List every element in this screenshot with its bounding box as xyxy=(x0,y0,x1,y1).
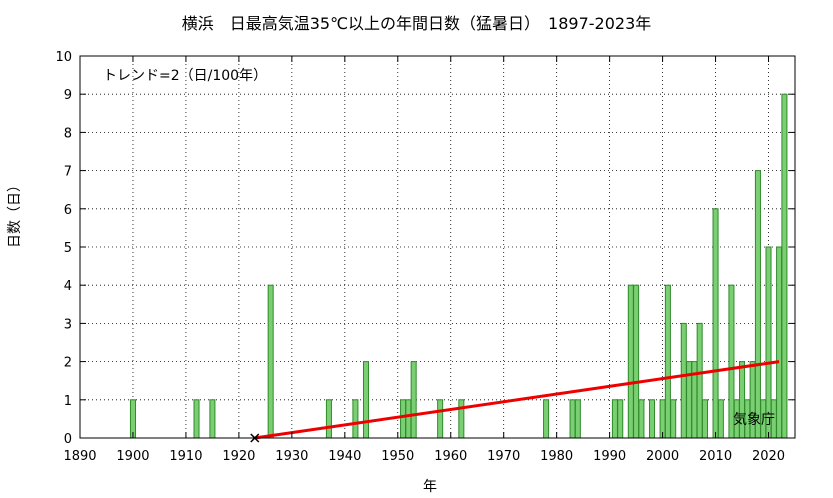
bar-1992 xyxy=(617,399,624,439)
bar-1983 xyxy=(569,399,576,439)
bar-2002 xyxy=(670,399,677,439)
bar-2011 xyxy=(717,399,724,439)
y-tick-label: 2 xyxy=(64,356,72,371)
bar-1984 xyxy=(574,399,581,439)
y-tick-label: 8 xyxy=(64,126,72,141)
x-tick-label: 1960 xyxy=(434,449,467,464)
y-tick-label: 1 xyxy=(64,394,72,409)
y-tick-label: 9 xyxy=(64,88,72,103)
bar-2018 xyxy=(754,170,761,439)
bar-1962 xyxy=(458,399,465,439)
y-tick-label: 7 xyxy=(64,165,72,180)
bar-1991 xyxy=(611,399,618,439)
y-tick-label: 4 xyxy=(64,279,72,294)
bar-1937 xyxy=(325,399,332,439)
x-tick-label: 1900 xyxy=(116,449,149,464)
bar-1998 xyxy=(648,399,656,439)
bar-2008 xyxy=(701,399,708,439)
bar-1912 xyxy=(193,399,200,439)
x-tick-label: 2010 xyxy=(699,449,732,464)
y-tick-label: 10 xyxy=(55,50,72,65)
bar-1942 xyxy=(352,399,359,439)
x-tick-label: 1930 xyxy=(275,449,308,464)
bar-2023 xyxy=(781,93,788,439)
bar-1951 xyxy=(400,399,407,439)
bar-2010 xyxy=(712,208,719,439)
credit-label: 気象庁 xyxy=(733,412,775,428)
x-tick-label: 1920 xyxy=(222,449,255,464)
bar-2001 xyxy=(664,284,671,439)
x-tick-label: 2000 xyxy=(646,449,679,464)
x-tick-label: 1910 xyxy=(169,449,202,464)
x-tick-label: 1890 xyxy=(63,449,96,464)
bar-1944 xyxy=(362,361,370,439)
bar-2007 xyxy=(696,322,703,439)
x-tick-label: 1950 xyxy=(381,449,414,464)
chart-title: 横浜 日最高気温35℃以上の年間日数（猛暑日） 1897-2023年 xyxy=(181,14,652,33)
x-tick-label: 1940 xyxy=(328,449,361,464)
bar-1915 xyxy=(209,399,216,439)
y-tick-label: 6 xyxy=(64,203,72,218)
x-tick-label: 1980 xyxy=(540,449,573,464)
bar-1978 xyxy=(543,399,550,439)
y-tick-label: 3 xyxy=(64,317,72,332)
bar-1996 xyxy=(638,399,645,439)
x-tick-label: 1990 xyxy=(593,449,626,464)
bar-2004 xyxy=(680,322,687,439)
x-tick-label: 1970 xyxy=(487,449,520,464)
bar-1995 xyxy=(633,284,640,439)
bar-1926 xyxy=(267,284,274,439)
x-tick-label: 2020 xyxy=(752,449,785,464)
bar-1952 xyxy=(405,399,412,439)
bar-2022 xyxy=(776,246,783,439)
y-tick-label: 0 xyxy=(64,432,72,447)
bar-1958 xyxy=(437,399,444,439)
trend-line xyxy=(254,360,780,440)
bar-1953 xyxy=(410,361,417,439)
y-tick-label: 5 xyxy=(64,241,72,256)
trend-annotation: トレンド=2（日/100年） xyxy=(103,68,268,84)
bar-1994 xyxy=(627,284,634,439)
x-axis-label: 年 xyxy=(423,479,437,495)
